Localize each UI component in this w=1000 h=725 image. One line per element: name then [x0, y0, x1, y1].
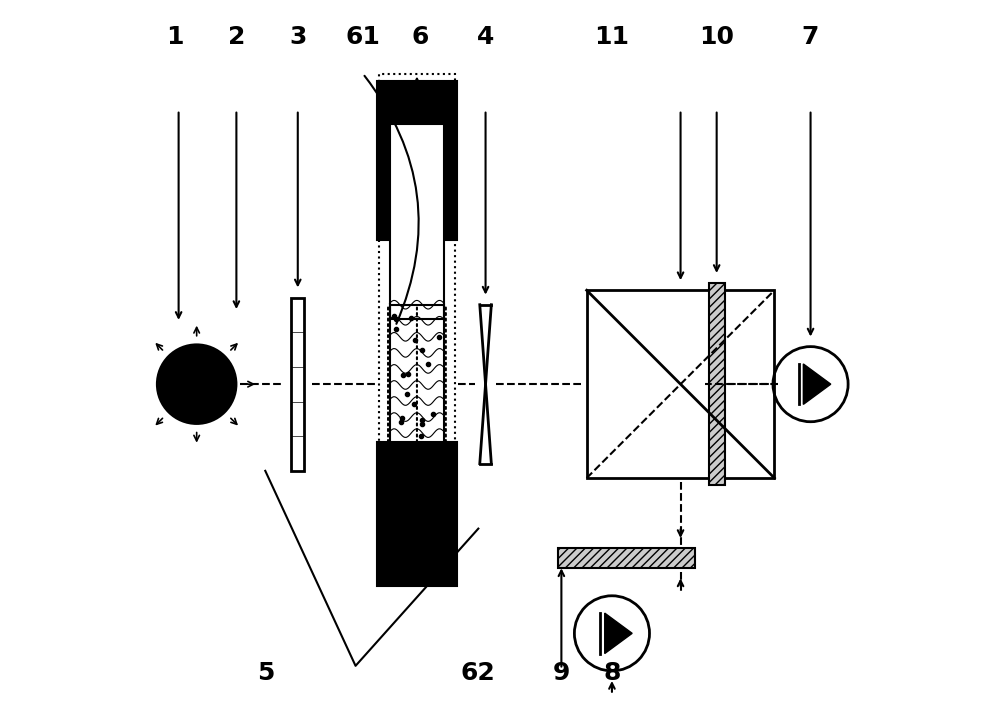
Bar [390, 304, 444, 450]
Text: 1: 1 [166, 25, 184, 49]
Bar [587, 290, 774, 478]
Polygon shape [605, 613, 632, 653]
Bar [377, 442, 457, 587]
Bar [709, 283, 725, 485]
Bar [379, 74, 454, 529]
Text: 2: 2 [228, 25, 245, 49]
Text: 10: 10 [699, 25, 734, 49]
Text: 8: 8 [603, 661, 621, 685]
Bar [558, 548, 695, 568]
Text: 7: 7 [802, 25, 819, 49]
Text: 11: 11 [594, 25, 629, 49]
Text: 9: 9 [553, 661, 570, 685]
Bar [377, 80, 457, 240]
Text: 4: 4 [477, 25, 494, 49]
Text: 6: 6 [412, 25, 429, 49]
Text: 61: 61 [345, 25, 380, 49]
Text: 5: 5 [257, 661, 274, 685]
Text: 3: 3 [289, 25, 306, 49]
Circle shape [157, 344, 236, 424]
Bar [390, 124, 444, 319]
Text: 62: 62 [461, 661, 496, 685]
Bar [291, 297, 304, 471]
Polygon shape [803, 364, 831, 405]
